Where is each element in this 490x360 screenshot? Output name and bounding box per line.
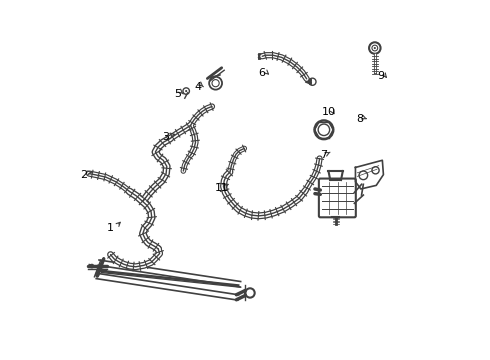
- Text: 1: 1: [107, 224, 114, 233]
- Text: 10: 10: [322, 107, 336, 117]
- Circle shape: [374, 47, 376, 49]
- Text: 2: 2: [80, 170, 87, 180]
- Text: 7: 7: [320, 150, 327, 160]
- Circle shape: [185, 90, 187, 92]
- Text: 9: 9: [377, 71, 384, 81]
- Text: 4: 4: [194, 82, 201, 92]
- Text: 3: 3: [163, 132, 170, 142]
- Text: 8: 8: [356, 114, 363, 124]
- Text: 11: 11: [215, 183, 229, 193]
- Text: 5: 5: [174, 89, 181, 99]
- Text: 6: 6: [259, 68, 266, 78]
